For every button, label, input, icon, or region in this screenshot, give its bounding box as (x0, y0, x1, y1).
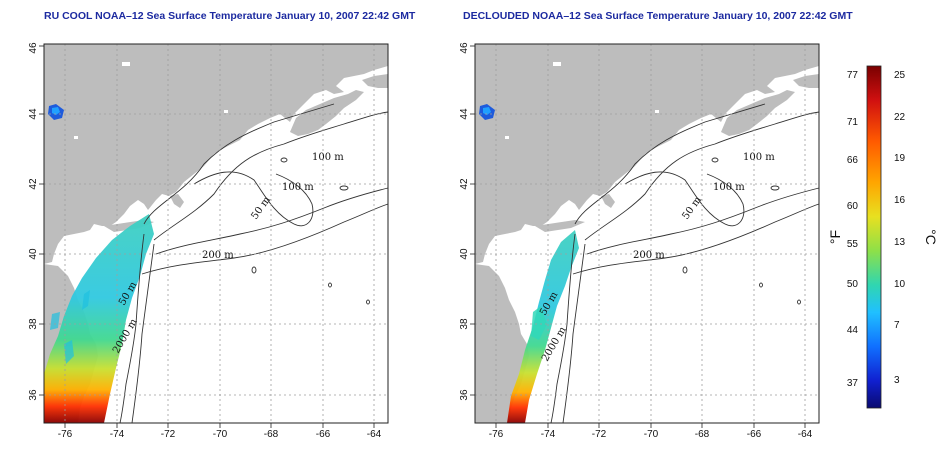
x-tick-label: -68 (264, 429, 279, 440)
x-tick-label: -76 (58, 429, 73, 440)
y-tick-label: 42 (28, 178, 39, 190)
fahrenheit-tick: 50 (847, 279, 859, 290)
y-tick-label: 46 (459, 42, 470, 54)
celsius-tick: 25 (894, 70, 906, 81)
map-title-left: RU COOL NOAA–12 Sea Surface Temperature … (44, 10, 416, 22)
y-tick-label: 42 (459, 178, 470, 190)
contour-label: 100 m (713, 182, 745, 193)
y-tick-label: 40 (28, 248, 39, 260)
sst-swath (44, 214, 154, 423)
fahrenheit-tick: 71 (847, 117, 859, 128)
x-axis-ticks: -76 -74 -72 -70 -68 -66 -64 (489, 429, 813, 440)
x-tick-label: -64 (367, 429, 382, 440)
fahrenheit-tick: 66 (847, 155, 859, 166)
contour-label: 100 m (743, 152, 775, 163)
x-tick-label: -74 (541, 429, 556, 440)
celsius-tick: 19 (894, 153, 906, 164)
y-tick-label: 36 (28, 389, 39, 401)
x-axis-ticks: -76 -74 -72 -70 -68 -66 -64 (58, 429, 382, 440)
fahrenheit-ticks: 77 71 66 60 55 50 44 37 (847, 70, 859, 389)
x-tick-label: -66 (747, 429, 762, 440)
contour-label: 200 m (633, 250, 665, 261)
celsius-tick: 13 (894, 237, 906, 248)
x-tick-label: -70 (213, 429, 228, 440)
x-tick-label: -64 (798, 429, 813, 440)
celsius-tick: 16 (894, 195, 906, 206)
fahrenheit-tick: 55 (847, 239, 859, 250)
y-tick-label: 44 (28, 108, 39, 120)
y-tick-label: 46 (28, 42, 39, 54)
contour-label: 100 m (312, 152, 344, 163)
grid-lines (470, 44, 819, 428)
fahrenheit-unit-label: °F (827, 230, 843, 244)
x-tick-label: -72 (592, 429, 607, 440)
x-tick-label: -70 (644, 429, 659, 440)
celsius-unit-label: °C (923, 229, 939, 245)
y-tick-label: 38 (28, 318, 39, 330)
y-tick-label: 44 (459, 108, 470, 120)
map-panel-right: 100 m 100 m 50 m 200 m 50 m 2000 m -76 -… (459, 42, 820, 440)
x-tick-label: -74 (110, 429, 125, 440)
y-axis-ticks: 36 38 40 42 44 46 (28, 42, 39, 401)
x-tick-label: -66 (316, 429, 331, 440)
colorbar-scale (866, 65, 882, 409)
x-tick-label: -76 (489, 429, 504, 440)
celsius-ticks: 25 22 19 16 13 10 7 3 (894, 70, 906, 386)
map-frame (474, 43, 820, 424)
celsius-tick: 22 (894, 112, 906, 123)
celsius-tick: 3 (894, 375, 900, 386)
fahrenheit-tick: 37 (847, 378, 859, 389)
celsius-tick: 10 (894, 279, 906, 290)
fahrenheit-tick: 60 (847, 201, 859, 212)
fahrenheit-tick: 77 (847, 70, 859, 81)
map-title-right: DECLOUDED NOAA–12 Sea Surface Temperatur… (463, 10, 853, 22)
grid-lines (39, 44, 388, 428)
contour-label: 200 m (202, 250, 234, 261)
celsius-tick: 7 (894, 320, 900, 331)
y-axis-ticks: 36 38 40 42 44 46 (459, 42, 470, 401)
y-tick-label: 40 (459, 248, 470, 260)
sst-speckle (50, 290, 90, 364)
map-panel-left: 100 m 100 m 50 m 200 m 50 m 2000 m -76 -… (28, 42, 389, 440)
x-tick-label: -72 (161, 429, 176, 440)
fahrenheit-tick: 44 (847, 325, 859, 336)
x-tick-label: -68 (695, 429, 710, 440)
contour-label: 100 m (282, 182, 314, 193)
map-frame (43, 43, 389, 424)
y-tick-label: 36 (459, 389, 470, 401)
sst-patch (531, 306, 547, 340)
colorbar: 77 71 66 60 55 50 44 37 25 22 19 16 13 1… (827, 65, 939, 409)
y-tick-label: 38 (459, 318, 470, 330)
